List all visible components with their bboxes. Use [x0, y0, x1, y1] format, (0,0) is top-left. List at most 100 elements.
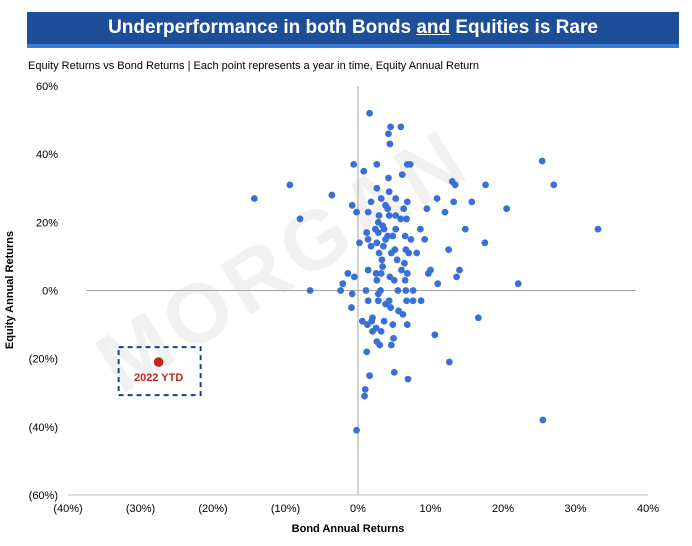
data-point	[539, 416, 547, 424]
data-point	[375, 249, 383, 257]
data-point	[382, 235, 389, 243]
data-point	[364, 208, 372, 216]
data-point	[392, 212, 400, 219]
data-point	[387, 304, 395, 311]
data-point	[450, 198, 458, 206]
data-point	[403, 297, 410, 305]
data-point	[377, 270, 385, 277]
data-point	[380, 317, 388, 325]
data-point	[394, 287, 402, 294]
x-tick-label: 20%	[492, 503, 514, 515]
data-point	[409, 287, 417, 294]
data-point	[401, 259, 408, 267]
data-point	[390, 334, 397, 342]
data-point	[387, 123, 395, 131]
data-point	[372, 270, 380, 277]
data-point	[356, 239, 363, 247]
y-tick-label: (20%)	[29, 354, 58, 366]
data-point	[434, 280, 442, 288]
x-tick-label: 10%	[419, 503, 441, 515]
data-point	[361, 392, 368, 400]
data-point	[423, 205, 431, 213]
title-banner: Underperformance in both Bonds and Equit…	[27, 12, 679, 48]
data-point	[417, 297, 425, 305]
data-point	[348, 201, 356, 209]
data-point	[403, 270, 411, 277]
data-point	[594, 225, 602, 233]
data-point	[407, 235, 415, 243]
data-point	[373, 160, 381, 168]
data-point	[397, 215, 405, 223]
data-point	[403, 321, 411, 328]
data-point	[374, 229, 382, 236]
data-point	[402, 287, 410, 294]
data-point	[387, 249, 395, 257]
data-point	[364, 235, 372, 243]
data-point	[373, 184, 381, 192]
data-point	[387, 341, 395, 349]
data-point	[405, 249, 413, 257]
y-tick-label: 40%	[36, 149, 58, 161]
data-point	[392, 225, 400, 233]
data-point	[474, 314, 482, 322]
data-point	[382, 300, 389, 308]
data-point	[392, 195, 400, 202]
y-tick-label: 20%	[36, 217, 58, 229]
data-point	[514, 280, 522, 288]
data-point	[373, 276, 381, 284]
data-point	[403, 198, 411, 206]
data-point	[374, 290, 382, 298]
chart-title: Underperformance in both Bonds and Equit…	[108, 17, 598, 39]
data-point	[406, 160, 414, 168]
data-point	[328, 191, 336, 199]
data-point	[451, 181, 459, 189]
data-point	[364, 321, 371, 328]
data-point	[360, 167, 368, 175]
data-point	[390, 276, 398, 284]
data-point	[403, 215, 410, 223]
data-point	[296, 215, 304, 223]
x-tick-label: (20%)	[198, 503, 227, 515]
data-point	[397, 123, 405, 131]
callout-group: 2022 YTD	[117, 346, 202, 397]
data-point	[386, 140, 394, 148]
data-point	[385, 212, 393, 219]
data-point	[380, 225, 388, 233]
data-point	[400, 205, 408, 213]
data-point	[377, 195, 385, 202]
data-point	[363, 229, 371, 236]
data-point	[374, 297, 382, 305]
data-point	[379, 242, 387, 250]
data-point	[445, 246, 453, 254]
data-point	[358, 317, 366, 325]
data-point	[362, 287, 370, 294]
data-point	[363, 348, 371, 356]
data-point	[366, 109, 373, 117]
data-point	[398, 171, 406, 179]
data-point	[445, 358, 453, 366]
data-point	[441, 208, 449, 216]
data-point	[413, 249, 421, 257]
y-tick-label: (60%)	[29, 490, 58, 502]
data-point	[384, 205, 392, 213]
highlight-point-2022	[153, 357, 164, 367]
callout-box	[117, 346, 202, 397]
data-point	[401, 232, 409, 240]
data-point	[348, 304, 355, 311]
data-point	[433, 195, 441, 202]
data-point	[286, 181, 294, 189]
data-point	[424, 270, 432, 277]
data-point	[481, 239, 489, 247]
y-tick-label: 0%	[42, 286, 58, 298]
data-point	[409, 297, 417, 305]
data-point	[353, 426, 360, 434]
data-point	[550, 181, 558, 189]
data-point	[379, 263, 387, 271]
points-group	[250, 109, 602, 434]
data-point	[389, 232, 397, 240]
data-point	[393, 256, 401, 264]
data-point	[367, 198, 375, 206]
data-point	[250, 195, 258, 202]
x-tick-label: 40%	[637, 503, 659, 515]
